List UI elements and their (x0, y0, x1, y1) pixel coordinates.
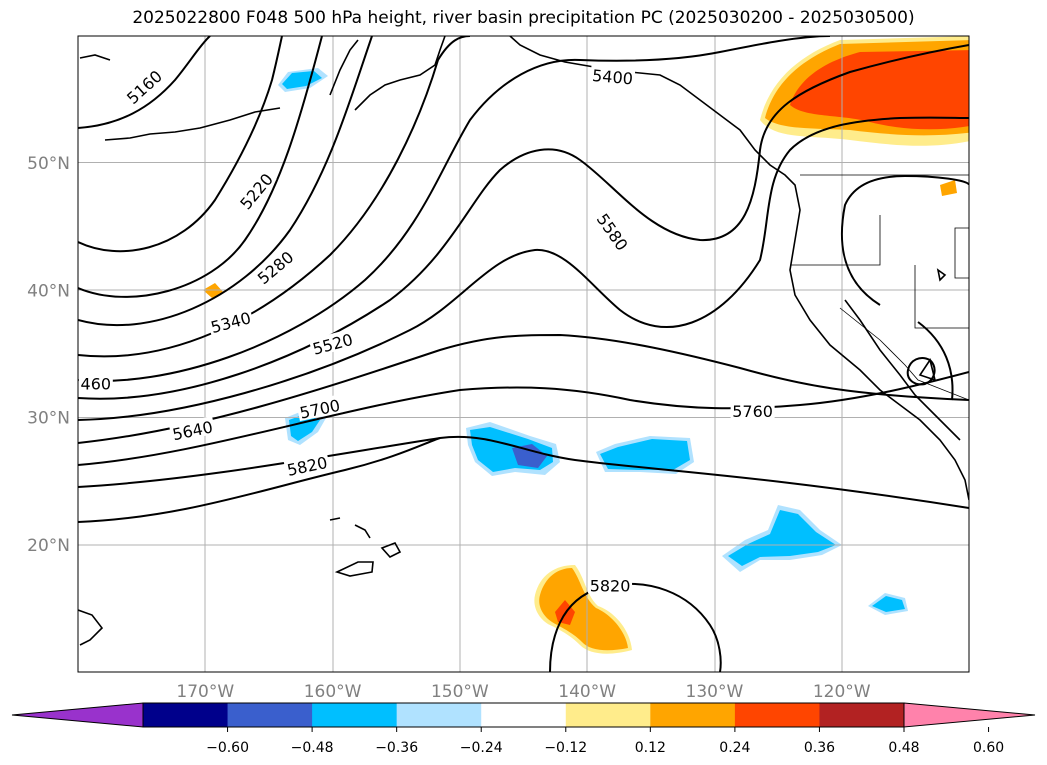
lat-label: 40°N (27, 281, 70, 301)
colorbar-tick-label: −0.48 (291, 740, 334, 756)
height-contours (78, 36, 969, 672)
colorbar-segment (734, 703, 820, 727)
contour-label: 460 (78, 373, 113, 393)
colorbar-tick-label: 0.24 (719, 740, 750, 756)
lat-label: 50°N (27, 154, 70, 174)
lon-label: 130°W (686, 682, 744, 702)
colorbar-segment (143, 703, 229, 727)
colorbar-tick-label: −0.36 (375, 740, 418, 756)
contour-label: 5760 (730, 401, 775, 421)
longitude-labels: 170°W 160°W 150°W 140°W 130°W 120°W (176, 682, 870, 702)
lon-label: 170°W (176, 682, 234, 702)
lat-label: 30°N (27, 409, 70, 429)
colorbar-segment (565, 703, 651, 727)
contour-label-text: 5760 (732, 402, 773, 421)
colorbar-tick-label: 0.12 (635, 740, 666, 756)
colorbar-max-extend (903, 702, 1036, 728)
contour-label: 5400 (589, 64, 636, 88)
lon-label: 120°W (813, 682, 871, 702)
map-title: 2025022800 F048 500 hPa height, river ba… (132, 8, 915, 28)
graticule (78, 36, 969, 672)
colorbar-segment (227, 703, 313, 727)
lat-label: 20°N (27, 536, 70, 556)
colorbar-segment (312, 703, 398, 727)
colorbar-tick-label: 0.60 (973, 740, 1004, 756)
lon-label: 140°W (558, 682, 616, 702)
colorbar-segment (819, 703, 905, 727)
contour-label-text: 5400 (591, 66, 633, 88)
colorbar-tick-label: 0.48 (888, 740, 919, 756)
lon-label: 160°W (304, 682, 362, 702)
latitude-labels: 50°N 40°N 30°N 20°N (27, 154, 70, 556)
contour-label-text: 460 (81, 374, 112, 393)
colorbar-outline (142, 702, 905, 728)
colorbar (11, 702, 1036, 728)
colorbar-segment (396, 703, 482, 727)
contour-label: 5820 (588, 575, 633, 596)
colorbar-tick-labels: −0.60 −0.48 −0.36 −0.24 −0.12 0.12 0.24 0.36 0.4… (206, 727, 1004, 756)
map-frame (77, 35, 970, 673)
colorbar-tick-label: −0.12 (544, 740, 587, 756)
colorbar-segment (650, 703, 736, 727)
colorbar-segment (481, 703, 567, 727)
colorbar-tick-label: −0.60 (206, 740, 249, 756)
colorbar-min-extend (11, 702, 144, 728)
contour-label-text: 5820 (590, 577, 631, 596)
colorbar-tick-label: 0.36 (804, 740, 835, 756)
colorbar-tick-label: −0.24 (460, 740, 503, 756)
political-borders (790, 174, 969, 401)
lon-label: 150°W (431, 682, 489, 702)
